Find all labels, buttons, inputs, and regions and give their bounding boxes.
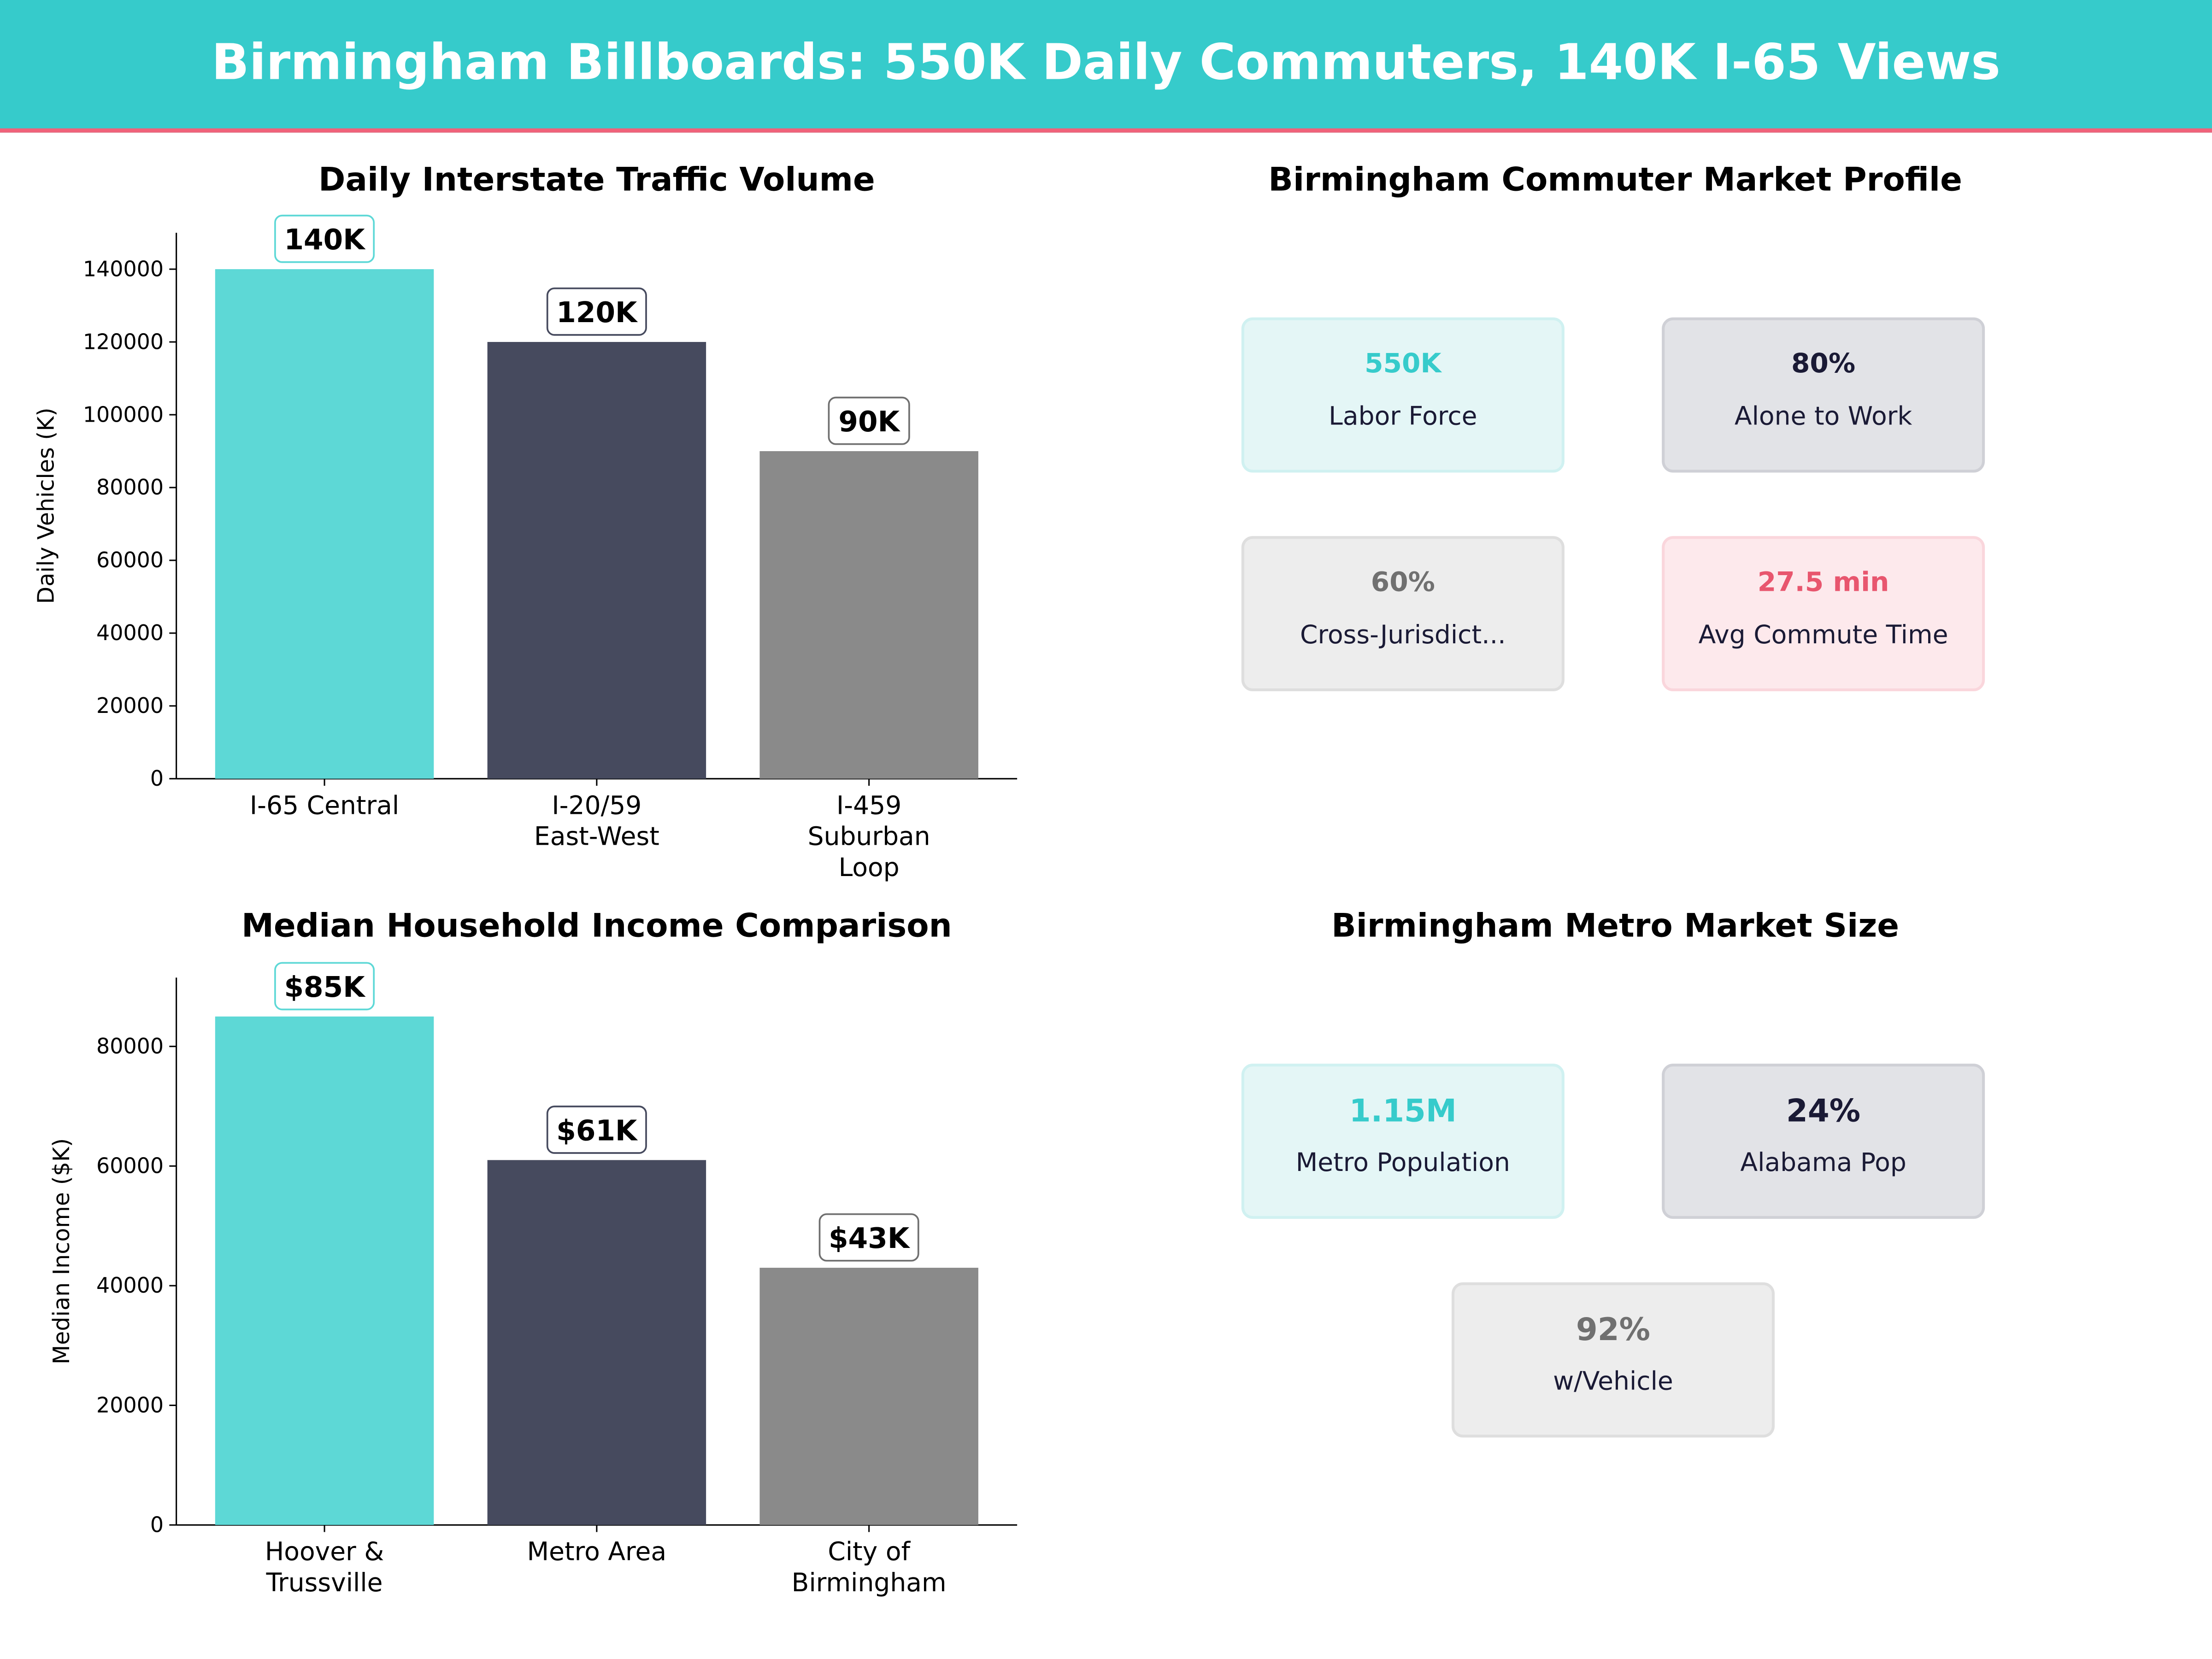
y-tick-label: 0 — [150, 1512, 164, 1537]
card-label: Labor Force — [1329, 402, 1477, 432]
profile-card: 80% Alone to Work — [1662, 317, 1985, 473]
card-value: 80% — [1791, 348, 1856, 380]
data-label-box — [546, 287, 647, 336]
y-tick-label: 100000 — [83, 402, 164, 427]
y-tick-label: 0 — [150, 766, 164, 791]
x-tick-label: East-West — [534, 822, 659, 851]
x-tick-label: I-459 — [836, 790, 901, 820]
data-label-box — [274, 962, 375, 1011]
bar — [759, 1267, 978, 1525]
income-chart-title: Median Household Income Comparison — [241, 908, 952, 946]
y-axis-label: Median Income ($K) — [48, 1138, 75, 1365]
y-tick-label: 20000 — [96, 1393, 164, 1418]
y-tick-label: 60000 — [96, 1153, 164, 1178]
y-tick-label: 20000 — [96, 693, 164, 718]
card-value: 92% — [1576, 1313, 1651, 1349]
card-label: Alabama Pop — [1740, 1148, 1906, 1178]
card-label: Avg Commute Time — [1698, 620, 1948, 651]
data-label: 90K — [838, 406, 900, 438]
traffic-chart-title: Daily Interstate Traffic Volume — [318, 162, 875, 199]
y-tick-label: 80000 — [96, 475, 164, 500]
profile-card: 550K Labor Force — [1241, 317, 1565, 473]
data-label-box — [828, 396, 910, 445]
x-tick-label: Trussville — [266, 1568, 383, 1597]
x-tick-label: I-65 Central — [250, 790, 399, 820]
y-tick-label: 60000 — [96, 547, 164, 572]
profile-title: Birmingham Commuter Market Profile — [1268, 162, 1962, 199]
profile-card: 27.5 min Avg Commute Time — [1662, 536, 1985, 691]
bar — [215, 269, 434, 779]
data-label-box — [274, 214, 375, 263]
data-label: $85K — [284, 971, 366, 1004]
card-value: 1.15M — [1349, 1094, 1457, 1130]
market-title: Birmingham Metro Market Size — [1331, 908, 1900, 946]
card-value: 550K — [1365, 348, 1441, 380]
y-tick-label: 140000 — [83, 256, 164, 281]
bar — [759, 451, 978, 779]
y-tick-label: 40000 — [96, 1273, 164, 1298]
data-label: $43K — [829, 1222, 911, 1255]
card-label: Metro Population — [1295, 1148, 1510, 1178]
card-value: 27.5 min — [1757, 567, 1889, 598]
x-tick-label: Suburban — [808, 822, 930, 851]
y-tick-label: 80000 — [96, 1034, 164, 1059]
profile-card: 60% Cross-Jurisdict... — [1241, 536, 1565, 691]
data-label: 140K — [284, 224, 366, 256]
x-tick-label: Loop — [839, 853, 900, 882]
card-value: 24% — [1786, 1094, 1861, 1130]
x-tick-label: Metro Area — [527, 1537, 666, 1566]
x-tick-label: Birmingham — [792, 1568, 947, 1597]
card-value: 60% — [1371, 567, 1435, 598]
bar — [215, 1016, 434, 1525]
data-label: $61K — [556, 1114, 638, 1147]
x-tick-label: I-20/59 — [552, 790, 641, 820]
y-tick-label: 40000 — [96, 620, 164, 645]
y-tick-label: 120000 — [83, 329, 164, 354]
bar — [487, 1160, 706, 1525]
page-title: Birmingham Billboards: 550K Daily Commut… — [211, 35, 2000, 92]
header-banner: Birmingham Billboards: 550K Daily Commut… — [0, 0, 2212, 133]
card-label: w/Vehicle — [1553, 1367, 1673, 1397]
market-card: 1.15M Metro Population — [1241, 1064, 1565, 1219]
card-label: Alone to Work — [1734, 402, 1912, 432]
market-card: 92% w/Vehicle — [1451, 1282, 1775, 1438]
x-tick-label: City of — [828, 1537, 911, 1566]
bar — [487, 342, 706, 779]
market-card: 24% Alabama Pop — [1662, 1064, 1985, 1219]
data-label-box — [818, 1213, 919, 1262]
y-axis-label: Daily Vehicles (K) — [33, 407, 59, 604]
x-tick-label: Hoover & — [265, 1537, 384, 1566]
data-label-box — [546, 1106, 647, 1154]
card-label: Cross-Jurisdict... — [1300, 620, 1506, 651]
data-label: 120K — [556, 296, 638, 329]
